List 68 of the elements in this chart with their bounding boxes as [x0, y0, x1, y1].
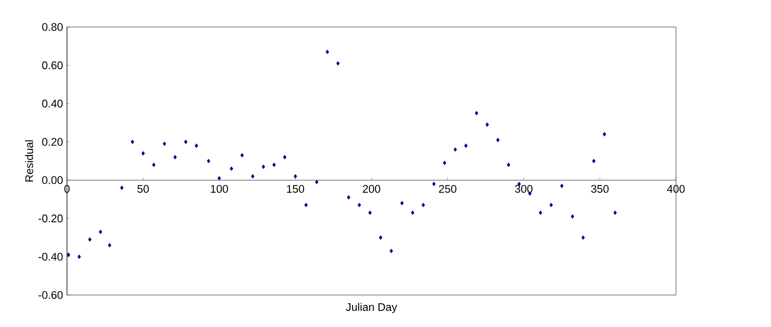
point	[613, 210, 617, 215]
point	[98, 230, 102, 234]
point	[378, 235, 382, 240]
point	[549, 202, 553, 208]
x-tick-label: 350	[591, 185, 609, 193]
point	[390, 248, 393, 254]
point	[506, 162, 510, 168]
point	[194, 143, 198, 148]
x-tick-label: 50	[137, 185, 149, 193]
x-tick-label: 300	[515, 185, 532, 193]
point	[240, 153, 244, 158]
point	[602, 132, 606, 136]
point	[120, 186, 124, 190]
point	[141, 151, 145, 156]
point	[346, 195, 350, 200]
point	[294, 174, 298, 179]
x-tick-label: 200	[362, 185, 380, 193]
y-tick-label: -0.20	[38, 214, 63, 222]
point	[486, 122, 489, 127]
point	[130, 140, 134, 144]
point	[581, 235, 585, 240]
y-tick-label: -0.40	[38, 252, 63, 261]
x-axis-title: Julian Day	[346, 302, 398, 314]
point	[314, 180, 318, 184]
point	[358, 202, 362, 208]
point	[422, 202, 425, 208]
y-tick-label: 0.40	[42, 100, 63, 108]
point	[88, 237, 92, 242]
point	[326, 50, 330, 54]
x-tick-label: 400	[667, 185, 685, 193]
point	[77, 254, 81, 259]
point	[173, 154, 177, 160]
y-tick-label: 0.80	[42, 23, 63, 31]
y-tick-label: 0.00	[42, 176, 63, 184]
point	[206, 158, 210, 164]
point	[184, 140, 188, 144]
point	[400, 200, 404, 206]
point	[66, 252, 70, 257]
point	[592, 158, 596, 164]
point	[454, 147, 457, 152]
x-tick-label: 250	[438, 185, 456, 193]
point	[230, 166, 234, 171]
y-tick-label: -0.60	[38, 291, 63, 299]
y-tick-label: 0.20	[42, 138, 63, 146]
point	[474, 110, 478, 116]
point	[304, 202, 308, 208]
point	[538, 210, 542, 215]
point	[336, 61, 340, 66]
point	[251, 174, 254, 179]
point	[162, 142, 166, 146]
point	[496, 138, 500, 142]
point	[262, 164, 266, 169]
point	[432, 182, 436, 186]
point	[410, 210, 414, 215]
point	[152, 162, 156, 168]
point	[464, 143, 468, 148]
y-axis-title: Residual	[25, 140, 34, 182]
point	[368, 210, 372, 215]
point	[560, 184, 564, 188]
x-tick-label: 100	[210, 185, 228, 193]
point	[272, 162, 276, 168]
point	[283, 154, 286, 160]
point	[570, 214, 574, 219]
y-tick-label: 0.60	[42, 61, 63, 70]
point	[108, 243, 112, 248]
point	[218, 176, 221, 180]
point	[442, 160, 446, 166]
x-tick-label: 150	[287, 185, 304, 193]
